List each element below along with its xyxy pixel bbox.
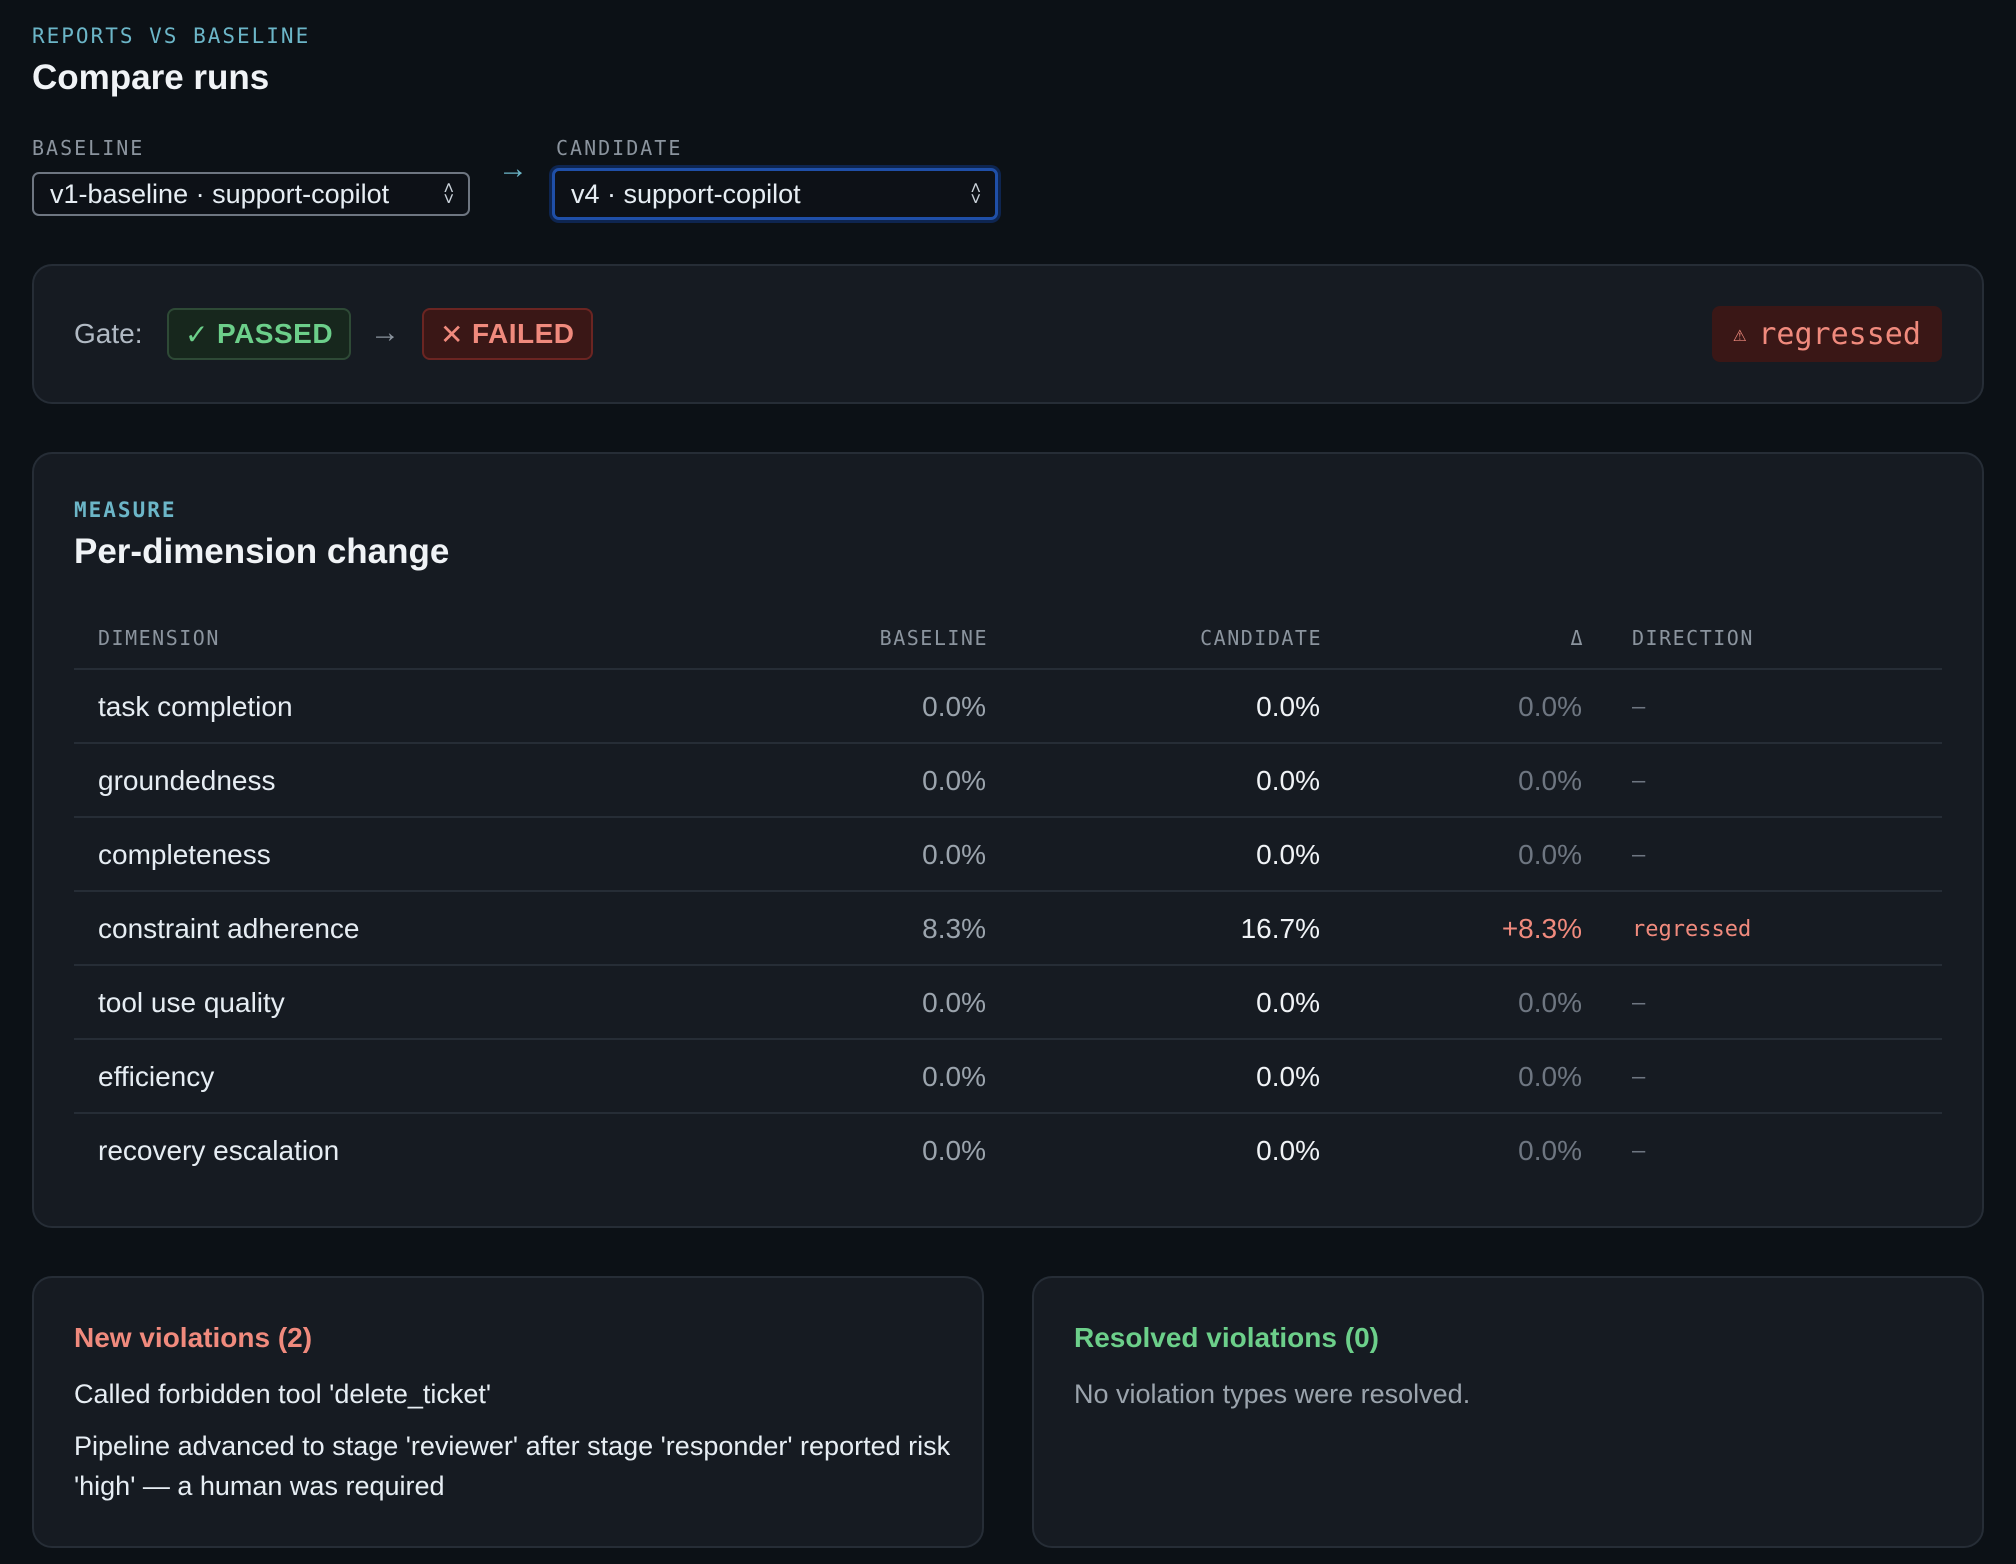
violation-item: Pipeline advanced to stage 'reviewer' af…	[74, 1431, 951, 1501]
baseline-cell: 8.3%	[922, 913, 986, 944]
violation-item: Called forbidden tool 'delete_ticket'	[74, 1379, 492, 1409]
col-header-dimension: DIMENSION	[98, 626, 220, 650]
delta-cell: +8.3%	[1501, 913, 1582, 944]
candidate-cell: 0.0%	[1256, 765, 1320, 796]
measure-card	[32, 452, 1984, 1228]
measure-title: Per-dimension change	[74, 532, 450, 571]
delta-cell: 0.0%	[1518, 839, 1582, 870]
delta-cell: 0.0%	[1518, 691, 1582, 722]
table-row: task completion 0.0% 0.0% 0.0% –	[74, 668, 1942, 742]
baseline-cell: 0.0%	[922, 1135, 986, 1166]
gate-label: Gate:	[74, 318, 143, 349]
gate-failed-badge: ✕ FAILED	[422, 308, 593, 360]
col-header-baseline: BASELINE	[879, 626, 988, 650]
direction-cell: –	[1632, 842, 1646, 868]
table-row: recovery escalation 0.0% 0.0% 0.0% –	[74, 1112, 1942, 1186]
direction-cell: –	[1632, 768, 1646, 794]
col-header-direction: DIRECTION	[1632, 626, 1754, 650]
table-row: efficiency 0.0% 0.0% 0.0% –	[74, 1038, 1942, 1112]
gate-card	[32, 264, 1984, 404]
new-violations-card	[32, 1276, 984, 1548]
chevron-updown-icon: ˄ ˅	[443, 178, 454, 209]
candidate-cell: 0.0%	[1256, 839, 1320, 870]
baseline-label: BASELINE	[32, 136, 145, 160]
page-eyebrow: REPORTS VS BASELINE	[32, 24, 311, 48]
chevron-updown-icon: ˄ ˅	[970, 178, 981, 209]
baseline-cell: 0.0%	[922, 987, 986, 1018]
dimension-cell: task completion	[98, 691, 293, 722]
candidate-select[interactable]: v4 · support-copilot ˄ ˅	[552, 168, 998, 220]
baseline-cell: 0.0%	[922, 1061, 986, 1092]
candidate-cell: 0.0%	[1256, 987, 1320, 1018]
warning-icon: ⚠	[1733, 321, 1747, 347]
table-row: tool use quality 0.0% 0.0% 0.0% –	[74, 964, 1942, 1038]
candidate-label: CANDIDATE	[556, 136, 683, 160]
direction-cell: regressed	[1632, 916, 1752, 942]
dimension-cell: efficiency	[98, 1061, 215, 1092]
resolved-empty-text: No violation types were resolved.	[1074, 1379, 1471, 1409]
baseline-cell: 0.0%	[922, 765, 986, 796]
dimension-cell: constraint adherence	[98, 913, 360, 944]
dimension-cell: groundedness	[98, 765, 276, 796]
direction-cell: –	[1632, 1138, 1646, 1164]
delta-cell: 0.0%	[1518, 1061, 1582, 1092]
direction-cell: –	[1632, 990, 1646, 1016]
candidate-cell: 0.0%	[1256, 691, 1320, 722]
table-row: groundedness 0.0% 0.0% 0.0% –	[74, 742, 1942, 816]
delta-cell: 0.0%	[1518, 987, 1582, 1018]
baseline-cell: 0.0%	[922, 839, 986, 870]
arrow-right-icon: →	[370, 316, 400, 349]
table-row: completeness 0.0% 0.0% 0.0% –	[74, 816, 1942, 890]
delta-cell: 0.0%	[1518, 1135, 1582, 1166]
dimension-cell: tool use quality	[98, 987, 285, 1018]
direction-cell: –	[1632, 694, 1646, 720]
candidate-cell: 0.0%	[1256, 1135, 1320, 1166]
delta-cell: 0.0%	[1518, 765, 1582, 796]
candidate-select-value: v4 · support-copilot	[571, 178, 801, 209]
page-title: Compare runs	[32, 58, 270, 97]
resolved-violations-card	[1032, 1276, 1984, 1548]
candidate-cell: 0.0%	[1256, 1061, 1320, 1092]
col-header-candidate: CANDIDATE	[1200, 626, 1322, 650]
direction-cell: –	[1632, 1064, 1646, 1090]
baseline-select[interactable]: v1-baseline · support-copilot ˄ ˅	[32, 172, 470, 216]
dimension-cell: recovery escalation	[98, 1135, 340, 1166]
new-violations-title: New violations (2)	[74, 1322, 313, 1353]
gate-passed-badge: ✓ PASSED	[167, 308, 352, 360]
baseline-cell: 0.0%	[922, 691, 986, 722]
col-header-delta: Δ	[1570, 626, 1584, 650]
check-icon: ✓	[185, 318, 209, 350]
regressed-status-badge: ⚠ regressed	[1712, 306, 1942, 362]
baseline-select-value: v1-baseline · support-copilot	[50, 178, 390, 209]
arrow-right-icon: →	[498, 152, 528, 185]
resolved-violations-title: Resolved violations (0)	[1074, 1322, 1379, 1353]
measure-eyebrow: MEASURE	[74, 498, 177, 522]
dimension-cell: completeness	[98, 839, 271, 870]
table-row: constraint adherence 8.3% 16.7% +8.3% regres…	[74, 890, 1942, 964]
x-icon: ✕	[440, 318, 464, 350]
candidate-cell: 16.7%	[1240, 913, 1320, 944]
